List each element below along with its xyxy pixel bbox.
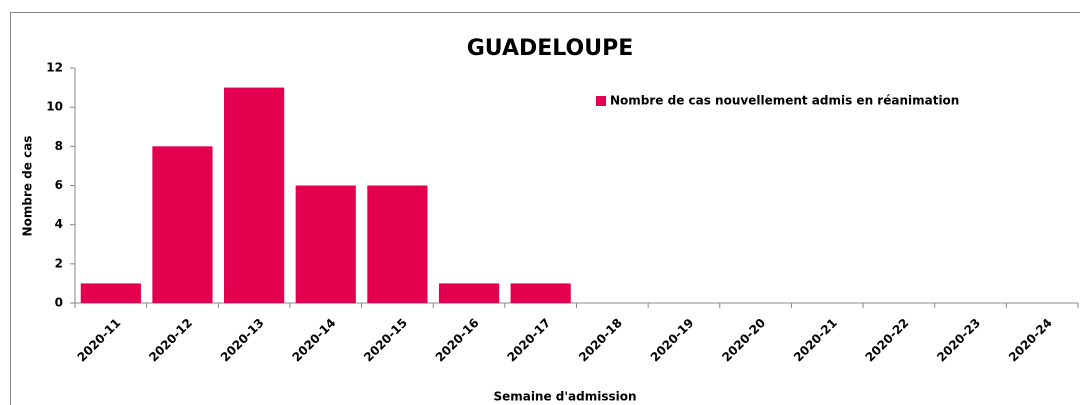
x-tick-label: 2020-13 xyxy=(218,316,267,365)
x-tick-label: 2020-12 xyxy=(146,316,195,365)
bar xyxy=(295,185,356,303)
x-tick-label: 2020-22 xyxy=(863,316,912,365)
y-tick-label: 0 xyxy=(55,296,63,310)
chart-title: GUADELOUPE xyxy=(467,36,634,61)
y-tick-label: 12 xyxy=(46,61,63,75)
y-tick-label: 10 xyxy=(46,100,63,114)
x-tick-label: 2020-14 xyxy=(290,316,339,365)
x-tick-label: 2020-18 xyxy=(576,316,625,365)
y-tick-label: 6 xyxy=(55,178,63,192)
bar xyxy=(80,283,141,303)
x-tick-label: 2020-17 xyxy=(504,316,553,365)
y-tick-label: 8 xyxy=(55,139,63,153)
legend-swatch xyxy=(596,96,606,106)
bar xyxy=(152,146,213,303)
y-axis-label: Nombre de cas xyxy=(21,136,35,237)
y-tick-label: 4 xyxy=(55,217,63,231)
x-tick-label: 2020-11 xyxy=(75,316,124,365)
bar xyxy=(224,87,285,303)
x-tick-label: 2020-15 xyxy=(361,316,410,365)
x-tick-label: 2020-21 xyxy=(791,316,840,365)
x-tick-label: 2020-19 xyxy=(648,316,697,365)
x-tick-label: 2020-23 xyxy=(934,316,983,365)
bar xyxy=(367,185,428,303)
x-tick-label: 2020-20 xyxy=(719,316,768,365)
y-tick-label: 2 xyxy=(55,256,63,270)
x-tick-label: 2020-24 xyxy=(1006,316,1055,365)
x-tick-label: 2020-16 xyxy=(433,316,482,365)
x-axis-label: Semaine d'admission xyxy=(493,390,636,404)
legend-label: Nombre de cas nouvellement admis en réan… xyxy=(610,94,959,108)
bar xyxy=(438,283,500,303)
chart-frame xyxy=(10,12,1080,405)
bar xyxy=(510,283,571,303)
